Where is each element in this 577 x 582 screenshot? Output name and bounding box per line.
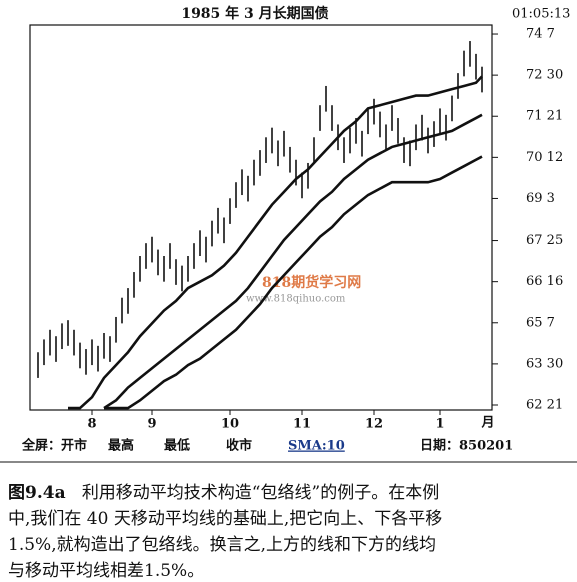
envelope-line <box>104 155 483 410</box>
x-tick-label: 11 <box>293 417 311 432</box>
y-tick-label: 66 16 <box>526 274 563 289</box>
caption-line: 图9.4a 利用移动平均技术构造“包络线”的例子。在本例 <box>8 478 439 503</box>
clock: 01:05:13 <box>512 7 570 22</box>
x-axis-label: 月 <box>480 416 494 431</box>
footer-item: 收市 <box>226 438 252 454</box>
y-tick-label: 69 3 <box>526 191 555 206</box>
chart: 1985 年 3 月长期国债 01:05:13 月 818期货学习网 www.8… <box>0 5 577 463</box>
envelope-line <box>68 75 483 410</box>
y-tick-label: 67 25 <box>526 233 563 248</box>
footer-item: 日期：850201 <box>420 439 513 454</box>
watermark-url: www.818qihuo.com <box>246 294 346 305</box>
y-tick-label: 74 7 <box>526 27 555 42</box>
x-tick-label: 1 <box>435 417 444 432</box>
caption-line: 中,我们在 40 天移动平均线的基础上,把它向上、下各平移 <box>8 509 443 529</box>
y-tick-label: 72 30 <box>526 68 563 83</box>
watermark: 818期货学习网 <box>262 274 361 291</box>
footer-item: SMA:10 <box>288 439 345 454</box>
y-tick-label: 62 21 <box>526 397 563 412</box>
caption-label: 图9.4a <box>8 483 66 503</box>
y-tick-label: 71 21 <box>526 109 563 124</box>
y-tick-label: 70 12 <box>526 150 563 165</box>
footer-item: 最低 <box>164 438 190 454</box>
x-tick-label: 10 <box>221 417 239 432</box>
footer-item: 最高 <box>108 438 134 454</box>
x-tick-label: 12 <box>365 417 383 432</box>
y-tick-label: 65 7 <box>526 315 555 330</box>
chart-title: 1985 年 3 月长期国债 <box>181 5 328 22</box>
caption-line: 与移动平均线相差1.5%。 <box>8 561 205 581</box>
y-tick-label: 63 30 <box>526 356 563 371</box>
footer-item: 全屏：开市 <box>21 438 87 454</box>
caption-line: 1.5%,就构造出了包络线。换言之,上方的线和下方的线均 <box>8 535 436 555</box>
plot-frame <box>29 24 493 411</box>
caption-text: 利用移动平均技术构造“包络线”的例子。在本例 <box>81 483 440 503</box>
envelope-line <box>103 113 483 410</box>
x-tick-label: 9 <box>147 417 156 432</box>
x-tick-label: 8 <box>87 417 96 432</box>
